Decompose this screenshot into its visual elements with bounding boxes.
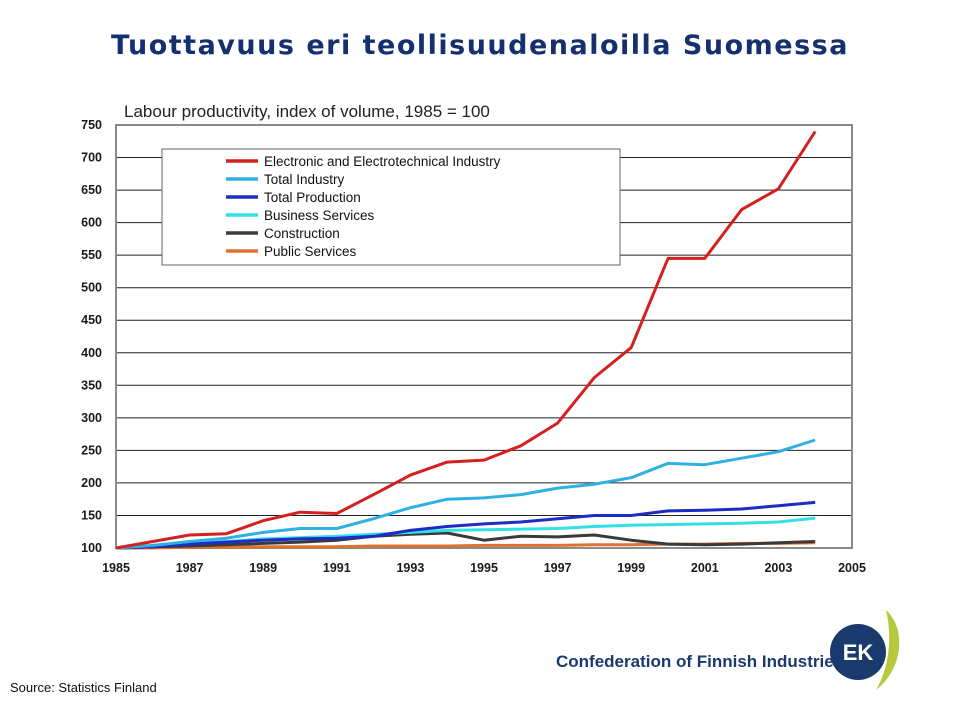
series-line-total-production <box>115 500 816 550</box>
y-axis-ticks: 100 150 200 250 300 350 400 450 500 550 600 650 700 7… <box>81 118 102 555</box>
source-note: Source: Statistics Finland <box>10 680 157 695</box>
y-tick-label: 600 <box>81 216 102 230</box>
legend-label: Public Services <box>264 244 357 259</box>
x-tick-label: 2003 <box>764 561 792 575</box>
x-tick-label: 1989 <box>249 561 277 575</box>
legend-label: Business Services <box>264 208 375 223</box>
y-tick-label: 700 <box>81 151 102 165</box>
legend: Electronic and Electrotechnical Industry… <box>161 148 621 266</box>
line-chart: Labour productivity, index of volume, 19… <box>81 102 866 575</box>
logo-text: EK <box>843 640 874 665</box>
legend-label: Total Production <box>264 190 361 205</box>
x-tick-label: 2005 <box>838 561 866 575</box>
series-line-electronic-and-electrotechnical-industry <box>115 130 817 550</box>
series-line-total-industry <box>115 438 816 550</box>
y-tick-label: 200 <box>81 476 102 490</box>
x-tick-label: 1999 <box>617 561 645 575</box>
legend-label: Construction <box>264 226 340 241</box>
slide-title: Tuottavuus eri teollisuudenaloilla Suome… <box>111 30 849 61</box>
organization-name: Confederation of Finnish Industries <box>556 652 844 671</box>
y-tick-label: 250 <box>81 443 102 457</box>
y-tick-label: 650 <box>81 183 102 197</box>
x-tick-label: 1993 <box>396 561 424 575</box>
y-tick-label: 300 <box>81 411 102 425</box>
logo-green-swoosh <box>876 610 900 690</box>
legend-label: Electronic and Electrotechnical Industry <box>264 154 501 169</box>
logo-blue-circle <box>830 624 886 680</box>
x-tick-label: 1991 <box>323 561 351 575</box>
x-tick-label: 1995 <box>470 561 498 575</box>
x-tick-label: 2001 <box>691 561 719 575</box>
ek-logo: EK <box>830 610 900 690</box>
y-tick-label: 750 <box>81 118 102 132</box>
y-tick-label: 150 <box>81 508 102 522</box>
y-tick-label: 450 <box>81 313 102 327</box>
x-tick-label: 1987 <box>176 561 204 575</box>
series-line-construction <box>115 531 816 550</box>
x-axis-ticks: 1985 1987 1989 1991 1993 1995 1997 1999 2001 2003… <box>102 561 866 575</box>
legend-label: Total Industry <box>264 172 345 187</box>
y-tick-label: 500 <box>81 281 102 295</box>
legend-box <box>161 148 621 266</box>
series-lines <box>115 130 817 550</box>
y-tick-label: 400 <box>81 346 102 360</box>
plot-frame <box>115 124 853 549</box>
y-tick-label: 100 <box>81 541 102 555</box>
y-tick-label: 350 <box>81 378 102 392</box>
x-tick-label: 1985 <box>102 561 130 575</box>
x-tick-label: 1997 <box>544 561 572 575</box>
chart-title: Labour productivity, index of volume, 19… <box>124 102 490 121</box>
y-tick-label: 550 <box>81 248 102 262</box>
